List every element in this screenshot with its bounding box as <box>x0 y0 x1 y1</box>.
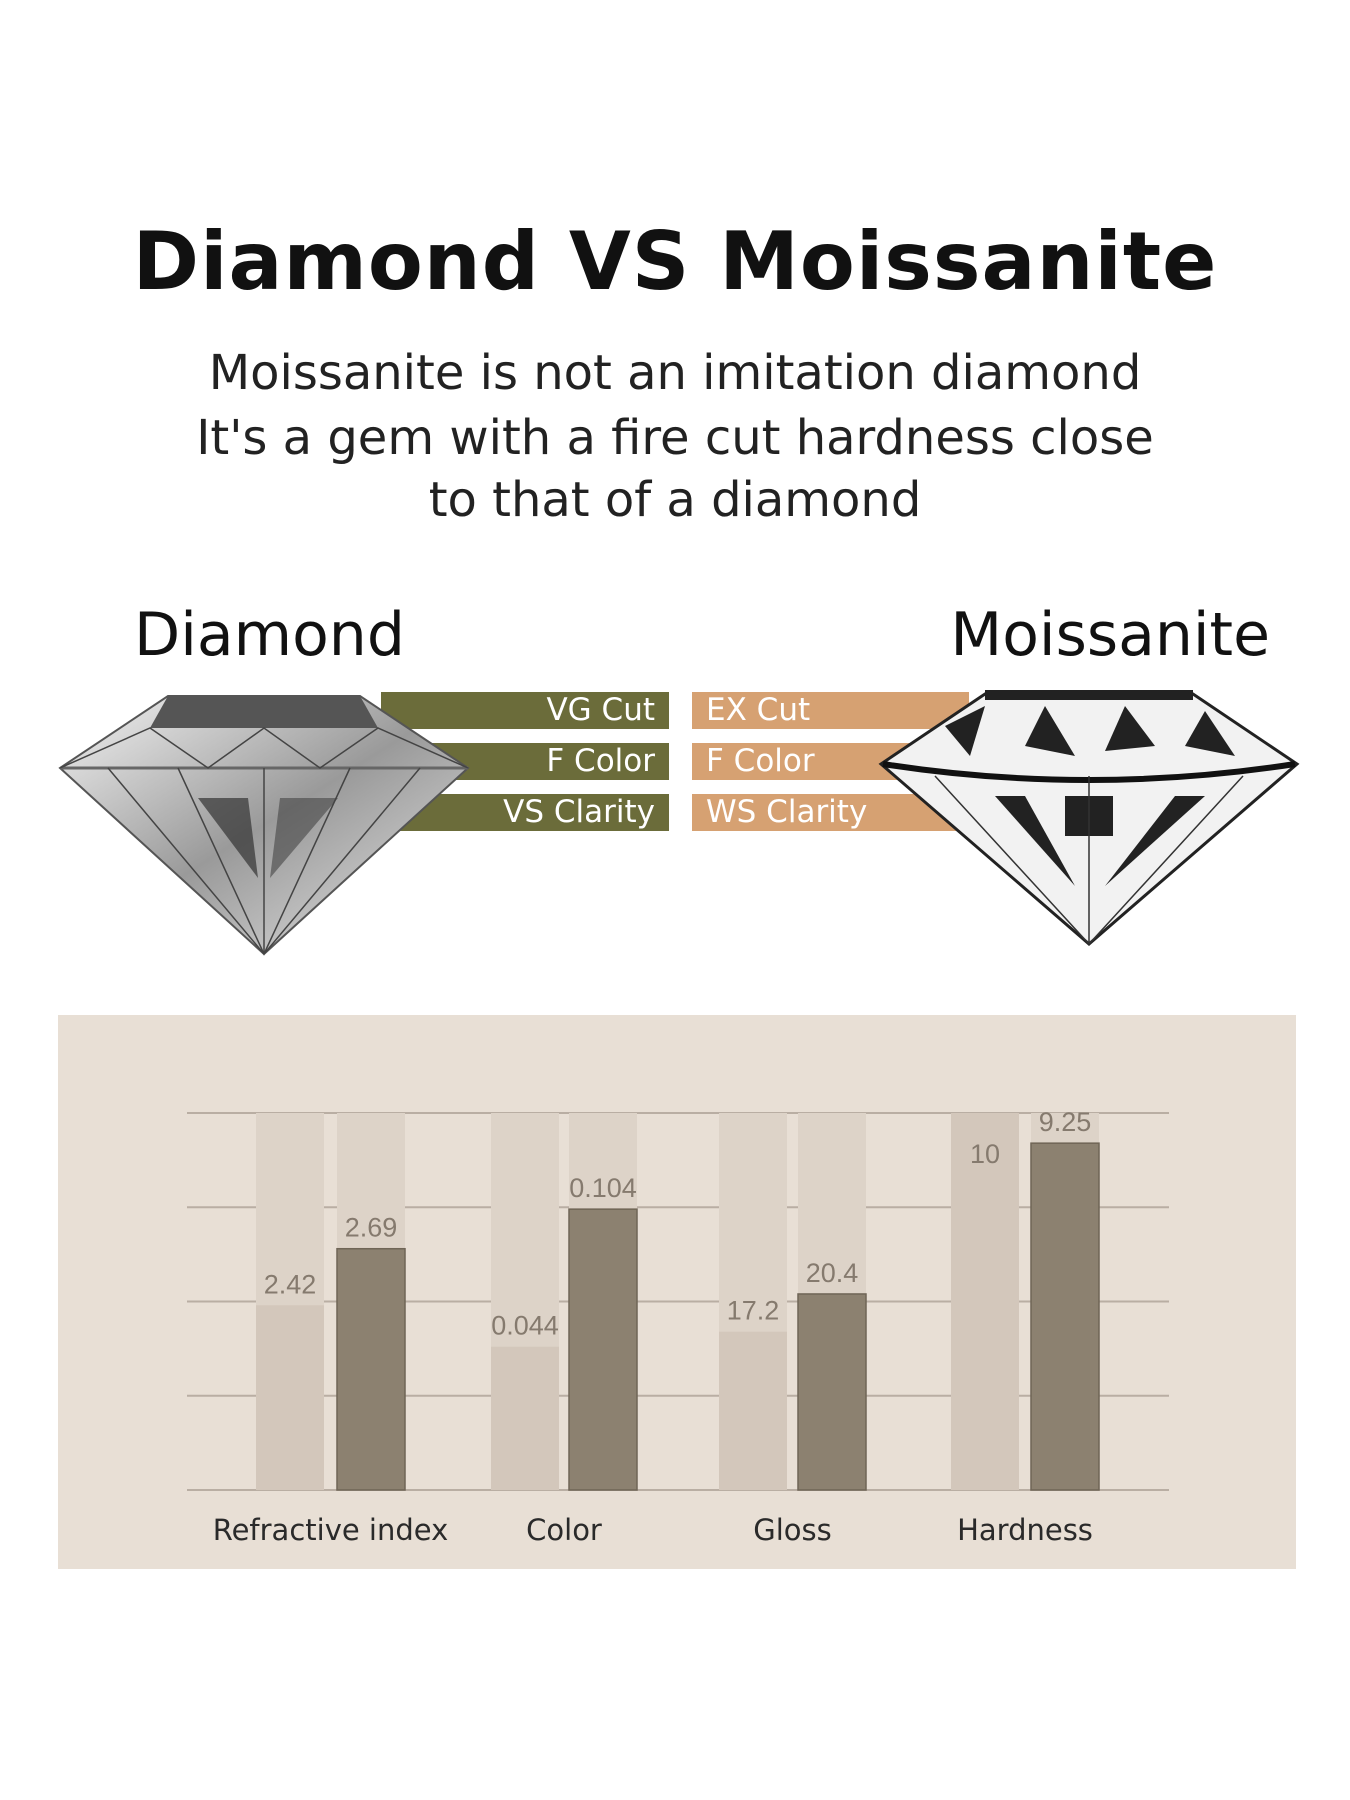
moissanite-gem-image <box>878 690 1300 946</box>
data-label: 2.69 <box>345 1213 398 1243</box>
bar <box>336 1247 406 1491</box>
category-label: Refractive index <box>213 1513 449 1547</box>
data-label: 0.044 <box>491 1311 559 1341</box>
moissanite-label: Moissanite <box>950 600 1270 670</box>
category-label: Color <box>526 1513 602 1547</box>
diamond-gem-image <box>58 695 470 956</box>
bar <box>491 1346 559 1490</box>
diamond-spec-cut: VG Cut <box>381 692 669 729</box>
moissanite-spec-cut: EX Cut <box>692 692 969 729</box>
subtitle-line-2: It's a gem with a fire cut hardness clos… <box>196 410 1154 466</box>
page-title: Diamond VS Moissanite <box>132 215 1218 308</box>
subtitle-line-3: to that of a diamond <box>428 472 922 528</box>
data-label: 0.104 <box>569 1173 637 1203</box>
data-label: 10 <box>970 1139 1000 1169</box>
bar <box>568 1208 638 1491</box>
bar <box>256 1305 324 1490</box>
bar <box>951 1113 1019 1490</box>
data-label: 9.25 <box>1039 1107 1092 1137</box>
bar <box>797 1293 867 1491</box>
data-label: 17.2 <box>727 1296 780 1326</box>
bar <box>719 1331 787 1490</box>
category-label: Gloss <box>753 1513 832 1547</box>
category-label: Hardness <box>957 1513 1093 1547</box>
diamond-label: Diamond <box>134 600 405 670</box>
subtitle-line-1: Moissanite is not an imitation diamond <box>208 345 1142 401</box>
properties-bar-chart: 2.42 2.69 Refractive index 0.044 0.104 Color 1… <box>187 1107 1169 1547</box>
properties-chart-panel: 2.42 2.69 Refractive index 0.044 0.104 Color 1… <box>58 1015 1296 1569</box>
data-label: 20.4 <box>806 1258 859 1288</box>
data-label: 2.42 <box>264 1269 317 1299</box>
bar <box>1030 1142 1100 1491</box>
